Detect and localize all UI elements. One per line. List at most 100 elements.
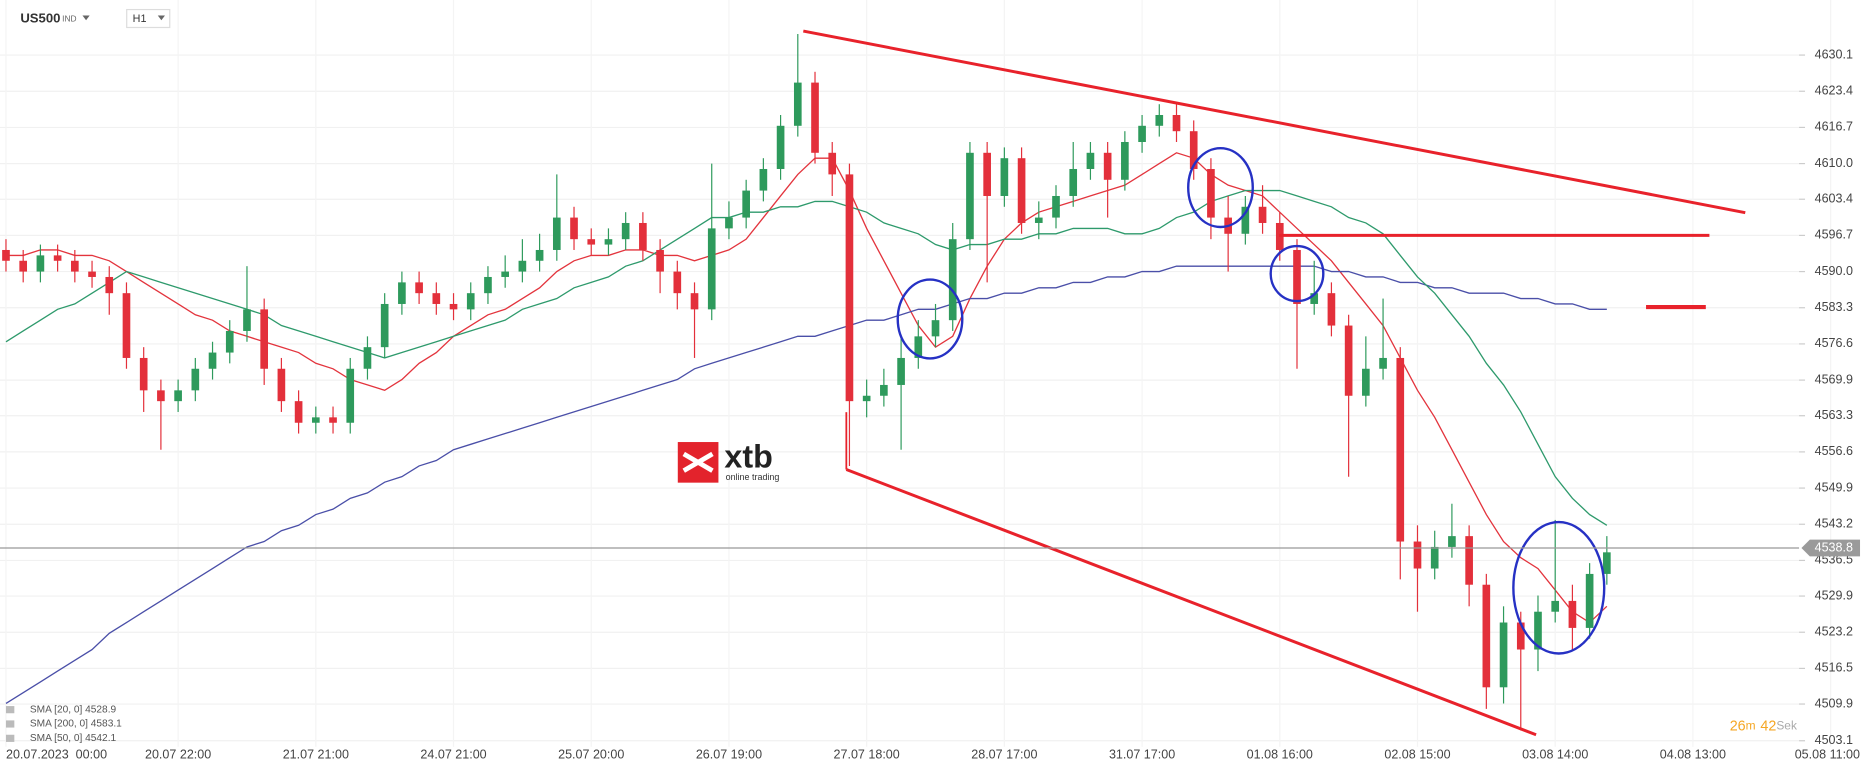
- drawings: [803, 29, 1746, 737]
- candle-body: [811, 82, 819, 153]
- candle-body: [1327, 293, 1336, 326]
- candle-body: [71, 260, 79, 272]
- legend-icon: [5, 734, 15, 742]
- dropdown-arrow[interactable]: [82, 15, 90, 21]
- candle-body: [1430, 546, 1439, 569]
- y-tick-label: 4630.1: [1815, 47, 1853, 61]
- candle-body: [742, 190, 750, 218]
- candle-body: [1086, 152, 1095, 169]
- moving-averages: [5, 152, 1608, 704]
- grid: [0, 0, 1832, 747]
- x-tick-label: 26.07 19:00: [696, 747, 762, 761]
- candle-body: [19, 260, 28, 272]
- candle-body: [1534, 611, 1542, 650]
- candle-body: [1000, 158, 1009, 196]
- candle-body: [1034, 217, 1043, 223]
- legend-label: SMA [50, 0] 4542.1: [30, 733, 117, 744]
- y-tick-label: 4603.4: [1815, 192, 1853, 206]
- candle-body: [673, 271, 682, 294]
- candle-body: [2, 249, 10, 261]
- candle-body: [862, 395, 871, 402]
- candle-body: [294, 401, 303, 423]
- x-tick-label: 02.08 15:00: [1384, 747, 1450, 761]
- candle-body: [1379, 357, 1387, 369]
- upper-trendline: [803, 29, 1746, 215]
- highlight-circle: [1269, 244, 1325, 303]
- candle-body: [1448, 536, 1456, 547]
- symbol[interactable]: US500: [20, 11, 60, 26]
- axes: 4503.14509.94516.54523.24529.94536.54543…: [0, 47, 1860, 761]
- candle-body: [1155, 114, 1164, 126]
- candle-body: [1052, 195, 1060, 218]
- candle-body: [53, 255, 62, 261]
- candle-body: [398, 282, 406, 304]
- candle-body: [897, 357, 905, 385]
- x-tick-label: 28.07 17:00: [971, 747, 1037, 761]
- candle-body: [880, 384, 888, 396]
- y-tick-label: 4623.4: [1815, 84, 1853, 98]
- candle-body: [1516, 622, 1525, 650]
- market: IND: [62, 13, 76, 23]
- y-tick-label: 4583.3: [1815, 300, 1853, 314]
- candle-body: [346, 368, 355, 423]
- x-tick-label: 05.08 11:00: [1795, 747, 1860, 761]
- candle-body: [931, 320, 940, 337]
- y-tick-label: 4509.9: [1815, 696, 1853, 710]
- logo-x: [682, 451, 714, 473]
- y-tick-label: 4543.2: [1815, 517, 1853, 531]
- countdown-unit: m: [1746, 719, 1756, 733]
- y-tick-label: 4576.6: [1815, 336, 1853, 350]
- candle-body: [88, 271, 96, 277]
- candle-body: [311, 417, 320, 423]
- candle-body: [1603, 552, 1611, 574]
- candle-body: [759, 168, 768, 191]
- candles: [2, 34, 1611, 731]
- sma-line: [5, 189, 1608, 526]
- y-tick-label: 4563.3: [1815, 408, 1853, 422]
- candle-body: [1344, 325, 1353, 396]
- legend-icon: [5, 706, 15, 714]
- candle-body: [329, 417, 337, 423]
- candle-body: [36, 255, 45, 272]
- lower-trendline: [845, 468, 1537, 737]
- y-tick-label: 4503.1: [1815, 733, 1853, 747]
- candle-body: [587, 239, 596, 245]
- candle-body: [552, 217, 561, 250]
- candle-body: [277, 368, 286, 402]
- candle-body: [1172, 114, 1181, 132]
- timeframe[interactable]: H1: [133, 13, 147, 25]
- candle-body: [725, 217, 733, 229]
- x-tick-label: 21.07 21:00: [283, 747, 349, 761]
- candle-body: [1310, 293, 1319, 304]
- current-price-label: 4538.8: [1815, 540, 1853, 554]
- candle-body: [690, 293, 699, 310]
- x-tick-label: 20.07.2023 00:00: [6, 747, 107, 761]
- y-tick-label: 4529.9: [1815, 588, 1853, 602]
- candle-body: [948, 239, 957, 321]
- x-tick-label: 31.07 17:00: [1109, 747, 1175, 761]
- candle-body: [1069, 168, 1078, 196]
- x-tick-label: 03.08 14:00: [1522, 747, 1588, 761]
- y-tick-label: 4590.0: [1815, 264, 1853, 278]
- legend-label: SMA [20, 0] 4528.9: [30, 704, 117, 715]
- candle-body: [1189, 131, 1198, 169]
- candle-body: [1396, 357, 1405, 542]
- x-tick-label: 01.08 16:00: [1247, 747, 1313, 761]
- candle-body: [105, 276, 114, 294]
- sma-line: [5, 265, 1607, 704]
- current-price-tag: [1801, 539, 1861, 557]
- y-tick-label: 4596.7: [1815, 228, 1853, 242]
- candle-body: [139, 357, 148, 391]
- candle-body: [243, 309, 251, 331]
- candle-body: [1138, 125, 1146, 142]
- candle-body: [966, 152, 974, 240]
- dropdown-arrow[interactable]: [157, 15, 165, 21]
- candle-body: [466, 293, 475, 310]
- candle-body: [191, 368, 200, 391]
- candle-body: [845, 174, 854, 402]
- y-tick-label: 4610.0: [1815, 156, 1853, 170]
- y-tick-label: 4523.2: [1815, 625, 1853, 639]
- timeframe-box[interactable]: [126, 8, 171, 29]
- candle-body: [432, 293, 441, 304]
